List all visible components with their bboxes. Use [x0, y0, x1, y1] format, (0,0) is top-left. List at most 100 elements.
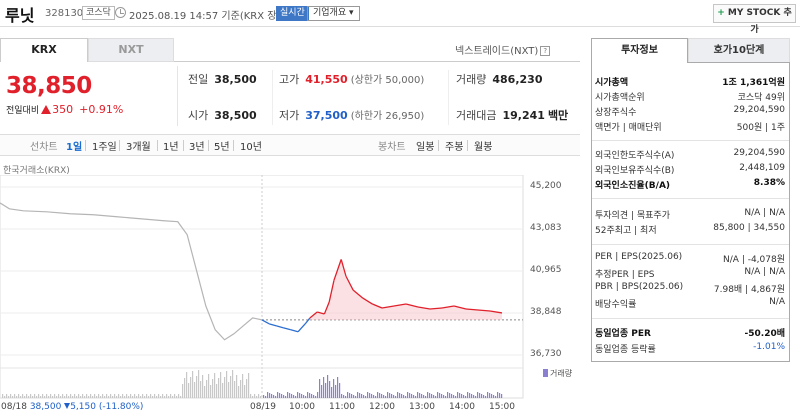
- up-arrow-icon: [41, 105, 52, 114]
- volume-bar: [182, 384, 184, 398]
- info-row: PBR | BPS(2025.06) 7.98배 | 4,867원: [595, 282, 785, 295]
- volume-bar: [232, 370, 234, 398]
- volume-bar: [327, 375, 329, 398]
- volume-bar: [275, 396, 277, 398]
- volume-bar: [132, 396, 134, 398]
- candle-weekly[interactable]: 주봉: [445, 142, 464, 153]
- volume-bar: [192, 371, 194, 398]
- period-5y[interactable]: 5년: [214, 142, 230, 153]
- volume-bar: [289, 393, 291, 398]
- tab-invest-info[interactable]: 투자정보: [591, 38, 688, 63]
- price-chart[interactable]: [0, 175, 580, 400]
- help-icon[interactable]: ?: [540, 46, 551, 56]
- info-row: PER | EPS(2025.06) N/A | -4,078원: [595, 252, 785, 265]
- period-sep: [233, 140, 234, 151]
- volume-bar: [216, 384, 218, 398]
- volume-bar: [118, 394, 120, 398]
- period-10y[interactable]: 10년: [240, 142, 262, 153]
- info-key: 동일업종 PER: [595, 329, 651, 339]
- my-stock-add-button[interactable]: + MY STOCK 추가: [713, 4, 796, 35]
- volume-bar: [299, 393, 301, 398]
- company-overview-button[interactable]: 기업개요 ▾: [307, 6, 360, 21]
- today-line-segment: [489, 310, 503, 314]
- volume-bar: [397, 392, 399, 398]
- volume-bar: [40, 396, 42, 398]
- volume-bar: [373, 395, 375, 398]
- quote-prev: 전일 38,500: [188, 71, 257, 87]
- line-chart-label[interactable]: 선차트: [30, 142, 58, 153]
- volume-bar: [120, 396, 122, 398]
- candle-daily[interactable]: 일봉: [416, 142, 435, 153]
- volume-bar: [309, 393, 311, 398]
- volume-bar: [491, 394, 493, 398]
- volume-bar: [240, 380, 242, 398]
- tab-krx[interactable]: KRX: [0, 38, 88, 62]
- volume-bar: [144, 396, 146, 398]
- volume-bar: [54, 394, 56, 398]
- volume-bar: [146, 394, 148, 398]
- volume-bar: [166, 394, 168, 398]
- volume-bar: [329, 381, 331, 398]
- period-1d[interactable]: 1일: [66, 142, 83, 153]
- quote-high: 고가 41,550 (상한가 50,000): [279, 71, 424, 87]
- x-tick-label: 14:00: [449, 402, 475, 412]
- volume-bar: [70, 394, 72, 398]
- volume-bar: [196, 376, 198, 398]
- volume-bar: [198, 370, 200, 398]
- plot-frame: [0, 175, 524, 399]
- volume-bar: [305, 396, 307, 398]
- period-sep: [438, 140, 439, 151]
- tab-order-book[interactable]: 호가10단계: [688, 38, 790, 63]
- volume-bar: [459, 393, 461, 398]
- volume-bar: [455, 396, 457, 398]
- volume-bar: [228, 382, 230, 398]
- volume-bar: [10, 394, 12, 398]
- info-row[interactable]: 동일업종 PER -50.20배: [595, 326, 785, 339]
- volume-bar: [122, 394, 124, 398]
- info-key: 투자의견 | 목표주가: [595, 211, 670, 221]
- period-3y[interactable]: 3년: [189, 142, 205, 153]
- info-row: 투자의견 | 목표주가 N/A | N/A: [595, 208, 785, 221]
- quote-sep: [272, 70, 273, 125]
- tab-nxt[interactable]: NXT: [88, 38, 174, 62]
- volume-bar: [260, 396, 262, 398]
- today-line-segment: [340, 259, 347, 277]
- realtime-badge[interactable]: 실시간: [276, 6, 309, 21]
- volume-bar: [138, 394, 140, 398]
- info-value: 1조 1,361억원: [722, 78, 785, 88]
- volume-bar: [68, 396, 70, 398]
- info-row: 배당수익률 N/A: [595, 297, 785, 310]
- info-key: 배당수익률: [595, 300, 637, 310]
- volume-bar: [178, 394, 180, 398]
- volume-bar: [76, 396, 78, 398]
- info-row: 외국인한도주식수(A) 29,204,590: [595, 148, 785, 161]
- volume-bar: [220, 372, 222, 398]
- today-line-segment: [345, 275, 354, 291]
- volume-bar: [445, 396, 447, 398]
- volume-bar: [403, 395, 405, 398]
- volume-bar: [142, 394, 144, 398]
- volume-bar: [387, 392, 389, 398]
- period-sep: [119, 140, 120, 151]
- volume-bar: [108, 396, 110, 398]
- period-1w[interactable]: 1주일: [92, 142, 117, 153]
- info-row[interactable]: 동일업종 등락률 -1.01%: [595, 342, 785, 355]
- stock-header: 루닛 328130 코스닥 2025.08.19 14:57 기준(KRX 장중…: [0, 0, 800, 35]
- volume-bar: [172, 396, 174, 398]
- volume-bar: [106, 394, 108, 398]
- prev-day-summary: 08/18 38,500 5,150 (-11.80%): [1, 402, 143, 412]
- prev-day-date: 08/18: [1, 402, 27, 412]
- volume-bar: [238, 386, 240, 398]
- quote-low: 저가 37,500 (하한가 26,950): [279, 107, 424, 123]
- volume-bar: [347, 392, 349, 398]
- candle-chart-label[interactable]: 봉차트: [378, 142, 406, 153]
- volume-bar: [501, 394, 503, 398]
- info-divider: [592, 318, 789, 319]
- volume-bar: [367, 392, 369, 398]
- volume-bar: [184, 378, 186, 398]
- volume-bar: [357, 392, 359, 398]
- period-1y[interactable]: 1년: [163, 142, 179, 153]
- period-3m[interactable]: 3개월: [126, 142, 151, 153]
- candle-monthly[interactable]: 월봉: [474, 142, 493, 153]
- volume-bar: [497, 392, 499, 398]
